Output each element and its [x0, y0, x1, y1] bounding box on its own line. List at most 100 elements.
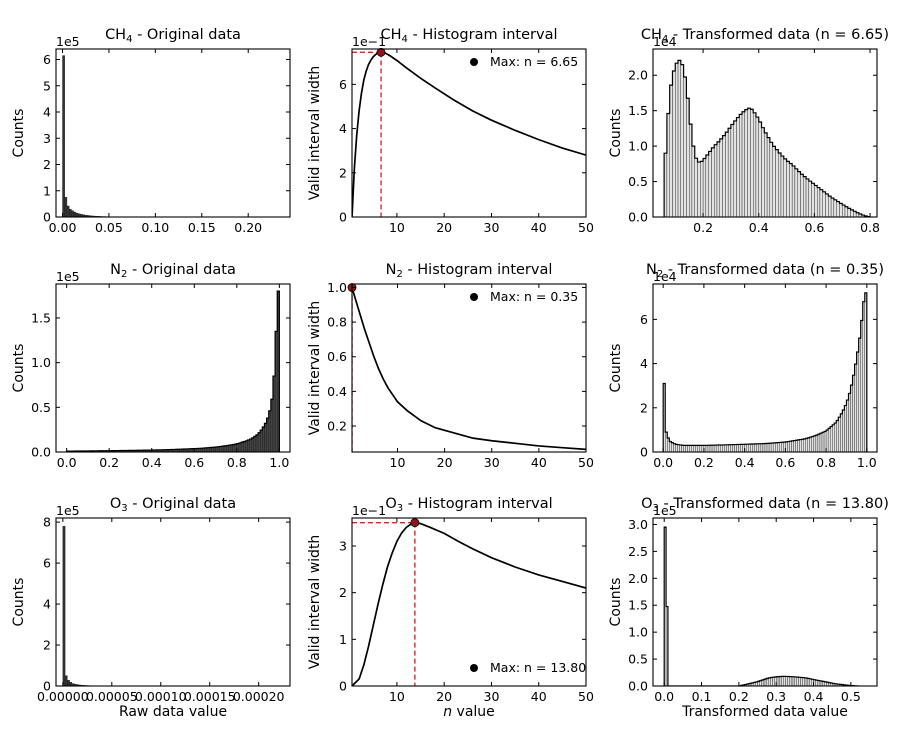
- histogram-bar: [794, 168, 798, 217]
- x-tick-label: 20: [437, 455, 453, 470]
- histogram-bar: [858, 337, 861, 452]
- histogram-bar: [699, 445, 703, 452]
- histogram-bar: [677, 444, 680, 452]
- y-tick-label: 1.0: [31, 355, 51, 370]
- histogram-bar: [808, 181, 812, 217]
- y-tick-label: 0.5: [628, 652, 648, 667]
- histogram-bar: [764, 132, 768, 217]
- histogram-bar: [766, 443, 770, 452]
- histogram-bar: [680, 64, 684, 217]
- histogram-bar: [247, 439, 250, 452]
- histogram-bar: [717, 444, 721, 452]
- panel-5: Max: n = 0.35 10 20 30 40 50 0.2 0.4 0.6 0.8 1.0 N2…: [307, 262, 594, 470]
- y-tick-label: 4: [43, 105, 51, 120]
- histogram-bar: [708, 151, 712, 217]
- histogram-bar: [805, 438, 808, 452]
- y-tick-label: 2.0: [628, 571, 648, 586]
- histogram-bar: [747, 108, 751, 217]
- histogram-bar: [787, 676, 790, 686]
- histogram-bar: [778, 152, 782, 217]
- histogram-bar: [766, 137, 771, 217]
- y-tick-label: 1.0: [628, 139, 648, 154]
- x-tick-label: 30: [484, 689, 500, 704]
- legend-marker: [470, 293, 478, 301]
- histogram-bar: [739, 114, 743, 217]
- histogram-bar: [66, 205, 70, 217]
- panel-title: N2 - Histogram interval: [386, 262, 553, 280]
- histogram-bar: [772, 442, 776, 452]
- x-tick-label: 20: [436, 220, 452, 235]
- y-axis-label: Valid interval width: [307, 301, 323, 436]
- x-tick-label: 30: [484, 220, 500, 235]
- histogram-bar: [832, 424, 835, 452]
- y-axis-label: Valid interval width: [307, 535, 323, 670]
- x-tick-label: 0.00015: [184, 689, 236, 704]
- histogram-bar: [67, 680, 70, 686]
- y-tick-label: 0: [43, 210, 51, 225]
- histogram-bar: [777, 676, 781, 686]
- x-tick-label: 0.6: [775, 455, 795, 470]
- y-tick-label: 0.0: [628, 210, 648, 225]
- x-tick-label: 0.00005: [86, 689, 138, 704]
- histogram-bar: [786, 161, 790, 217]
- histogram-bar: [769, 142, 773, 217]
- axis-offset-label: 1e5: [56, 503, 80, 518]
- histogram-bar: [251, 437, 255, 452]
- histogram-bar: [819, 189, 823, 217]
- histogram-bar: [736, 117, 740, 217]
- histogram-bar: [758, 443, 762, 452]
- y-axis-label: Counts: [11, 109, 27, 158]
- histogram-bar: [833, 199, 837, 217]
- x-tick-label: 0.10: [141, 220, 169, 235]
- histogram-bar: [238, 442, 242, 452]
- histogram-bar: [697, 445, 701, 452]
- interval-curve: [352, 51, 586, 217]
- y-tick-label: 6: [640, 312, 648, 327]
- histogram-bar: [697, 161, 701, 217]
- x-tick-label: 0.20: [234, 220, 262, 235]
- histogram-bar: [752, 443, 755, 452]
- x-tick-label: 0.2: [694, 455, 714, 470]
- histogram-bar: [761, 127, 765, 217]
- histogram-bar: [768, 677, 771, 686]
- histogram-bar: [791, 165, 796, 217]
- histogram-bar: [71, 210, 74, 217]
- histogram-bar: [829, 426, 833, 452]
- y-tick-label: 2.5: [628, 544, 648, 559]
- histogram-bar: [724, 444, 727, 452]
- histogram-bar: [685, 445, 688, 452]
- histogram-bar: [262, 426, 265, 452]
- panel-9: 0.0 0.1 0.2 0.3 0.4 0.5 0.0 0.5 1.0 1.5 2.0 2.5 3.0 O…: [608, 496, 889, 720]
- histogram-bar: [768, 443, 772, 452]
- histogram-bar: [756, 443, 760, 452]
- histogram-bar: [716, 141, 720, 217]
- x-tick-label: 0.0: [57, 455, 77, 470]
- histogram-bar: [801, 439, 804, 452]
- plot-area: [62, 526, 100, 686]
- histogram-bar: [772, 677, 775, 686]
- histogram-bar: [780, 155, 784, 217]
- histogram-bar: [798, 677, 801, 686]
- axis-offset-label: 1e4: [653, 34, 677, 49]
- interval-curve: [352, 521, 586, 686]
- panel-2: Max: n = 6.65 10 20 30 40 50 0 2 4 6 CH4 - Histogr…: [307, 27, 594, 235]
- histogram-bar: [689, 445, 692, 452]
- histogram-bar: [755, 116, 759, 217]
- axis-offset-label: 1e5: [653, 503, 677, 518]
- axes-frame: [55, 48, 291, 218]
- x-axis-label: Transformed data value: [681, 704, 848, 720]
- y-tick-label: 0.8: [327, 315, 347, 330]
- axes-frame: [351, 283, 587, 453]
- x-tick-label: 0.4: [142, 455, 162, 470]
- y-tick-label: 2: [640, 400, 648, 415]
- histogram-bar: [750, 443, 753, 452]
- y-tick-label: 2.0: [628, 68, 648, 83]
- histogram-bar: [825, 193, 829, 217]
- histogram-bar: [677, 60, 682, 217]
- x-tick-label: 0.8: [816, 455, 836, 470]
- histogram-bar: [223, 445, 227, 452]
- histogram-bar: [781, 676, 784, 686]
- histogram-bar: [790, 676, 794, 686]
- histogram-bar: [789, 163, 793, 217]
